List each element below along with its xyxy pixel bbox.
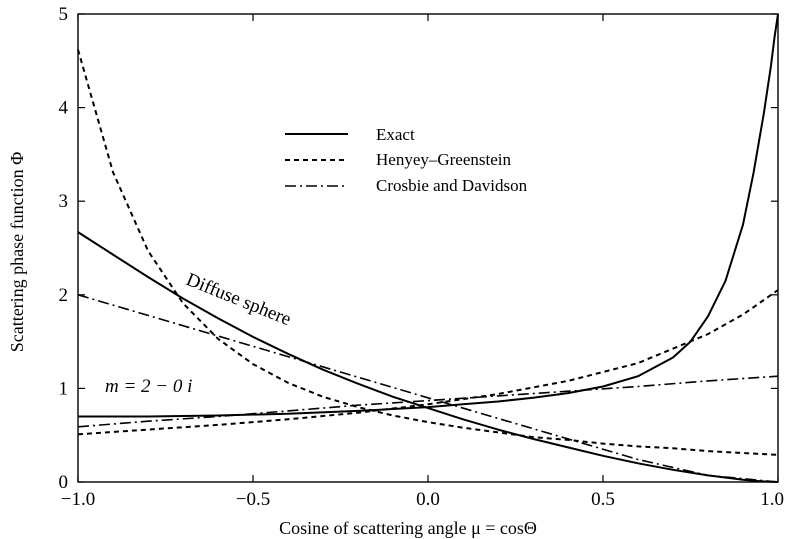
y-axis-title: Scattering phase function Φ bbox=[7, 152, 27, 353]
x-tick-label: 1.0 bbox=[760, 489, 784, 510]
y-tick-label: 5 bbox=[59, 4, 69, 25]
x-ticks: −1.0 −0.5 0.0 0.5 1.0 bbox=[61, 14, 784, 510]
y-ticks: 0 1 2 3 4 5 bbox=[59, 4, 778, 493]
x-tick-label: −1.0 bbox=[61, 489, 95, 510]
legend: Exact Henyey–Greenstein Crosbie and Davi… bbox=[285, 125, 528, 195]
y-tick-label: 1 bbox=[59, 378, 69, 399]
y-tick-label: 2 bbox=[59, 285, 69, 306]
series-line-diffuse-exact bbox=[77, 231, 779, 483]
x-tick-label: −0.5 bbox=[236, 489, 270, 510]
annotation-refractive-index: m = 2 − 0 i bbox=[105, 376, 192, 397]
x-tick-label: 0.5 bbox=[591, 489, 615, 510]
legend-label-hg: Henyey–Greenstein bbox=[376, 150, 512, 169]
y-tick-label: 4 bbox=[59, 98, 69, 119]
series-line-m2-exact bbox=[78, 13, 779, 418]
x-tick-label: 0.0 bbox=[416, 489, 440, 510]
series-line-m2-hg bbox=[77, 289, 779, 436]
legend-label-exact: Exact bbox=[376, 125, 415, 144]
series-group bbox=[77, 13, 779, 483]
legend-label-cd: Crosbie and Davidson bbox=[376, 176, 528, 195]
y-tick-label: 0 bbox=[59, 472, 69, 493]
y-tick-label: 3 bbox=[59, 191, 69, 212]
plot-area-border bbox=[77, 13, 779, 483]
series-line-diffuse-cd bbox=[77, 294, 779, 483]
plot-frame bbox=[77, 13, 779, 483]
x-axis-title: Cosine of scattering angle μ = cosΘ bbox=[279, 518, 537, 538]
